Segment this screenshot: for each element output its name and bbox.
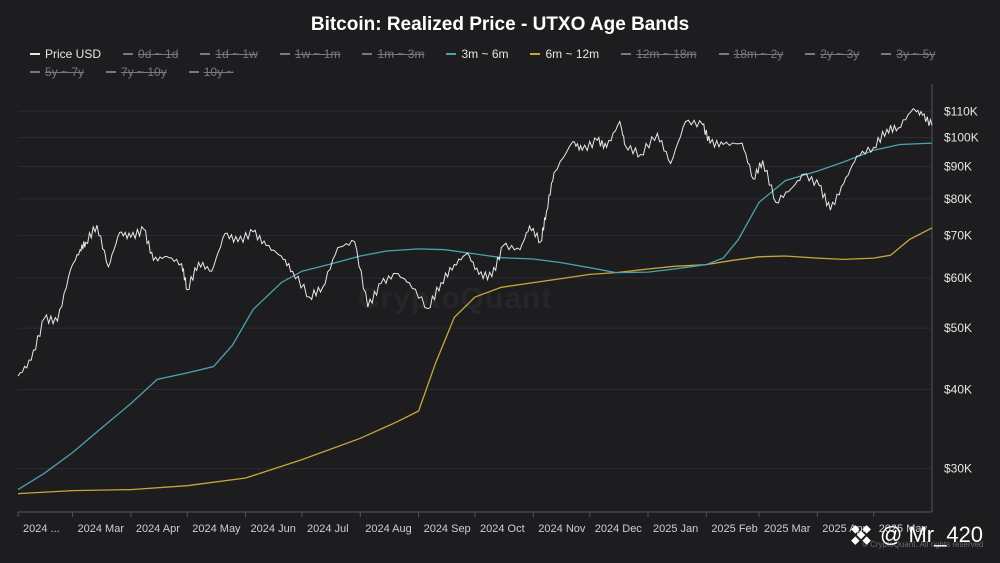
legend-swatch bbox=[188, 71, 199, 73]
legend-item[interactable]: 18m ~ 2y bbox=[718, 47, 784, 61]
y-tick-label: $110K bbox=[944, 104, 978, 118]
legend-swatch bbox=[805, 53, 816, 55]
legend-label: 7y ~ 10y bbox=[121, 65, 167, 79]
legend-label: 3y ~ 5y bbox=[896, 47, 936, 61]
legend-swatch bbox=[30, 53, 40, 55]
legend-swatch bbox=[200, 53, 211, 55]
legend-item[interactable]: 6m ~ 12m bbox=[530, 47, 599, 61]
x-tick-label: 2024 ... bbox=[23, 523, 60, 535]
legend-swatch bbox=[881, 53, 892, 55]
x-tick-label: 2024 Oct bbox=[480, 523, 525, 535]
legend-item[interactable]: 5y ~ 7y bbox=[30, 65, 84, 79]
x-tick-label: 2024 Jun bbox=[251, 523, 296, 535]
legend-item[interactable]: Price USD bbox=[30, 47, 101, 61]
legend-label: 2y ~ 3y bbox=[820, 47, 860, 61]
x-tick-label: 2024 Sep bbox=[424, 523, 471, 535]
legend-swatch bbox=[106, 71, 117, 73]
copyright-notice: © CryptoQuant. All rights reserved bbox=[862, 540, 984, 549]
x-tick-label: 2025 Mar bbox=[764, 523, 811, 535]
x-tick-label: 2024 Nov bbox=[538, 523, 586, 535]
legend-item[interactable]: 2y ~ 3y bbox=[805, 47, 859, 61]
legend-item[interactable]: 12m ~ 18m bbox=[621, 47, 697, 61]
series-line-price-usd bbox=[17, 108, 933, 377]
y-tick-label: $100K bbox=[944, 131, 979, 145]
legend-swatch bbox=[718, 53, 729, 55]
legend-label: 3m ~ 6m bbox=[461, 47, 509, 61]
legend-item[interactable]: 1w ~ 1m bbox=[279, 47, 341, 61]
legend-item[interactable]: 0d ~ 1d bbox=[123, 47, 178, 61]
legend-item[interactable]: 1m ~ 3m bbox=[362, 47, 424, 61]
y-tick-label: $40K bbox=[944, 383, 972, 397]
legend-item[interactable]: 1d ~ 1w bbox=[200, 47, 258, 61]
author-tag: @ Mr_420 bbox=[848, 522, 983, 548]
x-tick-label: 2024 Jul bbox=[307, 523, 349, 535]
binance-square-logo-icon bbox=[848, 522, 874, 548]
legend-item[interactable]: 10y ~ bbox=[188, 65, 234, 79]
y-tick-label: $50K bbox=[944, 321, 972, 335]
legend-label: 6m ~ 12m bbox=[545, 47, 600, 61]
x-tick-label: 2024 Dec bbox=[595, 523, 643, 535]
legend-item[interactable]: 3m ~ 6m bbox=[446, 47, 508, 61]
legend-swatch bbox=[530, 53, 541, 55]
x-tick-label: 2024 May bbox=[192, 523, 241, 535]
legend-swatch bbox=[123, 53, 134, 55]
y-tick-label: $90K bbox=[944, 159, 972, 173]
legend-swatch bbox=[362, 53, 373, 55]
x-tick-label: 2025 Feb bbox=[711, 523, 757, 535]
author-tag-text: @ Mr_420 bbox=[880, 522, 984, 547]
legend-swatch bbox=[621, 53, 632, 55]
legend-swatch bbox=[279, 53, 290, 55]
legend-label: Price USD bbox=[45, 47, 102, 61]
series-line-6m-12m bbox=[17, 227, 933, 495]
chart-title: Bitcoin: Realized Price - UTXO Age Bands bbox=[310, 14, 690, 35]
x-tick-label: 2024 Apr bbox=[136, 523, 180, 535]
x-tick-label: 2025 May bbox=[879, 523, 928, 535]
y-tick-label: $30K bbox=[944, 462, 972, 476]
legend-label: 12m ~ 18m bbox=[636, 47, 697, 61]
legend-label: 18m ~ 2y bbox=[733, 47, 784, 61]
x-tick-label: 2025 Jan bbox=[653, 523, 698, 535]
legend-label: 1w ~ 1m bbox=[294, 47, 341, 61]
legend-label: 1m ~ 3m bbox=[377, 47, 425, 61]
legend-label: 5y ~ 7y bbox=[45, 65, 85, 79]
series-line-3m-6m bbox=[17, 142, 933, 491]
y-tick-label: $80K bbox=[944, 192, 972, 206]
legend-label: 0d ~ 1d bbox=[138, 47, 179, 61]
legend-swatch bbox=[30, 71, 40, 73]
y-tick-label: $60K bbox=[944, 271, 972, 285]
legend-label: 1d ~ 1w bbox=[215, 47, 258, 61]
legend-item[interactable]: 3y ~ 5y bbox=[881, 47, 935, 61]
legend-item[interactable]: 7y ~ 10y bbox=[106, 65, 167, 79]
legend-swatch bbox=[446, 53, 457, 55]
watermark: CryptoQuant bbox=[358, 282, 552, 316]
y-tick-label: $70K bbox=[944, 229, 972, 243]
chart-legend: Price USD 0d ~ 1d 1d ~ 1w 1w ~ 1m 1m ~ 3m 3m … bbox=[30, 47, 980, 79]
legend-label: 10y ~ bbox=[203, 65, 234, 79]
x-tick-label: 2024 Mar bbox=[78, 523, 125, 535]
x-tick-label: 2024 Aug bbox=[365, 523, 412, 535]
